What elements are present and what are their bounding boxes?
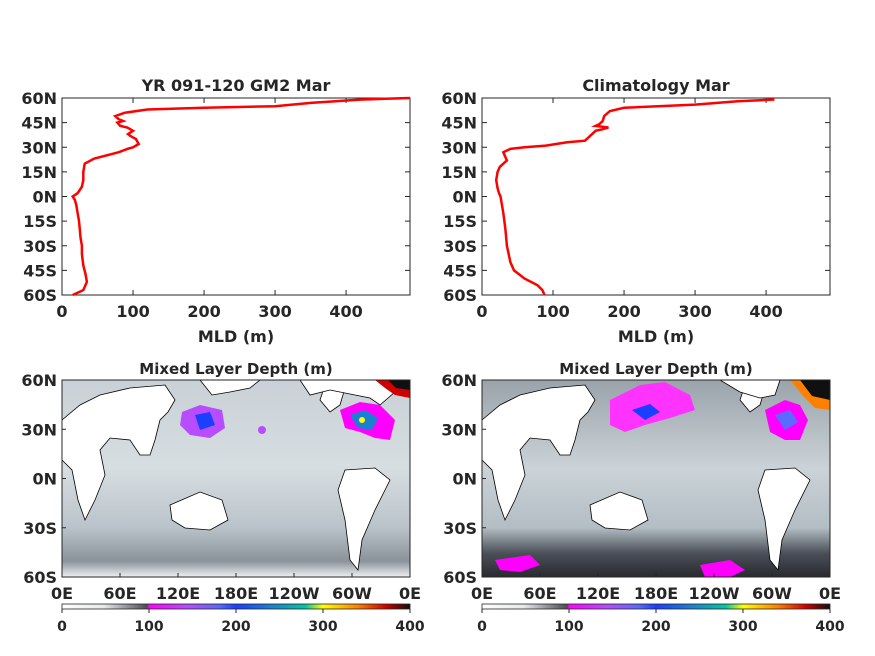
y-tick-label: 45S — [23, 261, 57, 280]
mld-hotspots — [495, 380, 830, 577]
y-tick-label: 45N — [441, 114, 477, 133]
plot-area — [481, 97, 831, 296]
x-tick-label: 300 — [258, 302, 291, 321]
y-tick-label: 60N — [21, 89, 57, 108]
x-axis-label: MLD (m) — [198, 327, 274, 346]
lat-tick-label: 30S — [23, 519, 57, 538]
lon-tick-label: 120W — [688, 584, 739, 603]
x-tick-label: 200 — [607, 302, 640, 321]
colorbar-tick-label: 100 — [554, 619, 583, 635]
mld-line — [494, 98, 775, 296]
lon-tick-label: 0E — [399, 584, 421, 603]
x-tick-label: 0 — [56, 302, 67, 321]
y-tick-label: 30S — [443, 237, 477, 256]
y-tick-label: 30N — [441, 138, 477, 157]
lon-tick-label: 0E — [51, 584, 73, 603]
x-tick-label: 400 — [329, 302, 362, 321]
lat-tick-label: 60S — [23, 568, 57, 587]
lat-tick-label: 0N — [452, 470, 477, 489]
colorbar-bar — [481, 603, 831, 610]
y-tick-label: 45S — [443, 261, 477, 280]
y-tick-label: 60S — [443, 286, 477, 305]
mld-line — [70, 96, 411, 297]
y-tick-label: 45N — [21, 114, 57, 133]
mld-map — [61, 379, 411, 578]
x-axis-label: MLD (m) — [618, 327, 694, 346]
y-tick-label: 15S — [23, 212, 57, 231]
chart-title: YR 091-120 GM2 Mar — [141, 76, 331, 95]
panel-top-right: Climatology Mar 60N45N30N15N0N15S30S45S6… — [441, 76, 831, 346]
panel-top-left: YR 091-120 GM2 Mar 60N 45N 30N 15N 0N 15S 30S 4… — [21, 76, 411, 346]
mld-hotspots — [180, 380, 410, 440]
y-tick-label: 30S — [23, 237, 57, 256]
lat-tick-label: 30N — [441, 420, 477, 439]
chart-title: Mixed Layer Depth (m) — [559, 360, 752, 378]
y-tick-label: 60N — [441, 89, 477, 108]
x-tick-label: 300 — [678, 302, 711, 321]
lon-tick-label: 180E — [634, 584, 678, 603]
lon-tick-label: 60W — [752, 584, 792, 603]
colorbar-tick-label: 200 — [641, 619, 670, 635]
x-tick-label: 100 — [116, 302, 149, 321]
lat-tick-label: 0N — [32, 470, 57, 489]
lon-tick-label: 60E — [103, 584, 136, 603]
colorbar-tick-label: 0 — [57, 619, 67, 635]
y-tick-label: 30N — [21, 138, 57, 157]
colorbar-tick-label: 300 — [728, 619, 757, 635]
colorbar-tick-label: 0 — [477, 619, 487, 635]
lat-tick-label: 30S — [443, 519, 477, 538]
lat-tick-label: 60N — [441, 371, 477, 390]
y-tick-label: 0N — [452, 188, 477, 207]
lon-tick-label: 60E — [523, 584, 556, 603]
colorbar-bar — [61, 603, 411, 610]
y-tick-label: 15N — [441, 163, 477, 182]
colorbar-tick-label: 100 — [134, 619, 163, 635]
colorbar-ticks: 0 100 200 300 400 — [57, 609, 425, 635]
colorbar-tick-label: 300 — [308, 619, 337, 635]
land-mask — [61, 379, 411, 571]
lon-tick-label: 60W — [332, 584, 372, 603]
colorbar: 0 100 200 300 400 — [477, 603, 845, 635]
colorbar-ticks: 0 100 200 300 400 — [477, 609, 845, 635]
land-mask — [481, 379, 811, 571]
lat-tick-label: 60N — [21, 371, 57, 390]
colorbar-tick-label: 200 — [221, 619, 250, 635]
x-tick-label: 100 — [536, 302, 569, 321]
lon-tick-label: 120W — [268, 584, 319, 603]
lon-tick-label: 120E — [576, 584, 620, 603]
lon-tick-label: 0E — [471, 584, 493, 603]
x-tick-label: 400 — [749, 302, 782, 321]
y-tick-label: 15N — [21, 163, 57, 182]
colorbar-tick-label: 400 — [395, 619, 424, 635]
lat-tick-label: 30N — [21, 420, 57, 439]
x-tick-label: 0 — [476, 302, 487, 321]
lon-tick-label: 180E — [214, 584, 258, 603]
colorbar: 0 100 200 300 400 — [57, 603, 425, 635]
panel-bottom-left: Mixed Layer Depth (m) — [21, 360, 425, 635]
lon-tick-label: 120E — [156, 584, 200, 603]
x-tick-label: 200 — [187, 302, 220, 321]
chart-title: Mixed Layer Depth (m) — [139, 360, 332, 378]
lon-tick-label: 0E — [819, 584, 841, 603]
y-tick-label: 15S — [443, 212, 477, 231]
lat-tick-label: 60S — [443, 568, 477, 587]
y-tick-label: 0N — [32, 188, 57, 207]
colorbar-tick-label: 400 — [815, 619, 844, 635]
mld-map — [481, 379, 831, 578]
plot-area — [61, 97, 411, 296]
y-tick-label: 60S — [23, 286, 57, 305]
chart-title: Climatology Mar — [582, 76, 729, 95]
